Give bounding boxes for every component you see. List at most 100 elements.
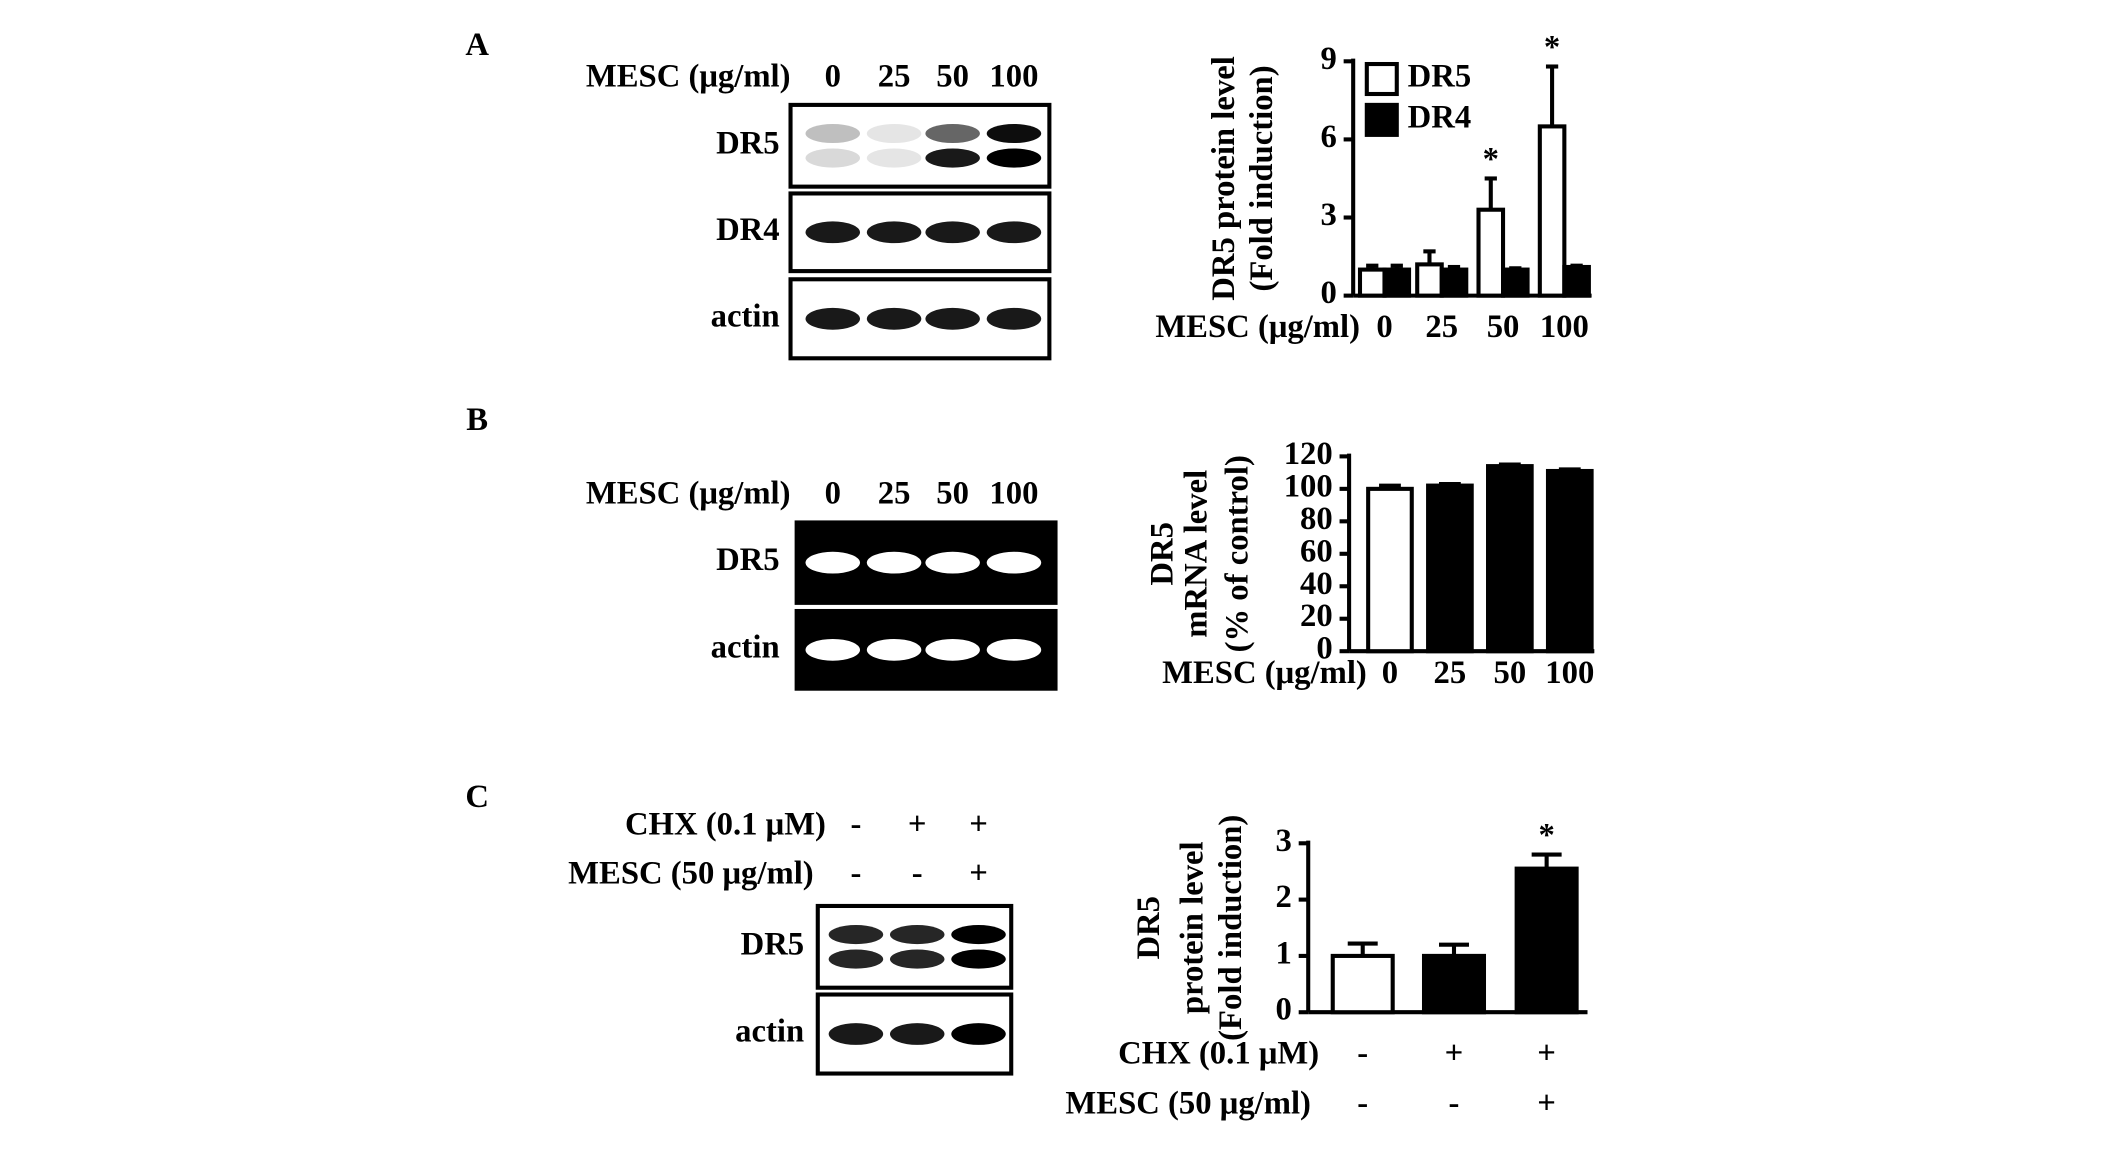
- band: [951, 1023, 1006, 1045]
- annotation: *: [1544, 30, 1560, 66]
- bar: [1382, 267, 1412, 298]
- y-axis-label: protein level: [1175, 841, 1211, 1014]
- x-axis-label: MESC (μg/ml): [1155, 309, 1360, 345]
- blot-header-label: MESC (μg/ml): [586, 475, 791, 511]
- legend-label: DR4: [1408, 99, 1472, 135]
- band: [828, 1023, 884, 1045]
- band: [986, 123, 1042, 144]
- band: [986, 638, 1042, 661]
- band: [951, 925, 1006, 945]
- category-row-label: MESC (50 μg/ml): [1065, 1086, 1311, 1122]
- lane-label: +: [908, 806, 927, 842]
- lane-label: -: [850, 855, 861, 891]
- y-axis-label: DR5: [1131, 896, 1167, 960]
- band: [805, 221, 861, 244]
- lane-label: +: [969, 855, 988, 891]
- band: [925, 221, 980, 244]
- bar: [1366, 486, 1414, 654]
- band: [925, 123, 980, 144]
- annotation: *: [1538, 818, 1554, 854]
- blot-header-label: CHX (0.1 μM): [625, 806, 826, 842]
- lane-label: 50: [936, 475, 969, 511]
- x-tick-label: 0: [1382, 655, 1398, 691]
- bar: [1330, 953, 1395, 1015]
- bar: [1415, 262, 1444, 298]
- legend-swatch: [1364, 61, 1399, 97]
- bar: [1357, 267, 1387, 298]
- band: [805, 148, 861, 168]
- blot-row-label: actin: [735, 1014, 804, 1050]
- band: [805, 551, 861, 574]
- blot-row-label: DR5: [741, 926, 805, 962]
- x-tick-label: +: [1537, 1035, 1556, 1071]
- blot-row-label: DR4: [716, 212, 780, 248]
- bar: [1439, 267, 1469, 298]
- y-tick-label: 20: [1300, 598, 1333, 634]
- x-tick-label: 100: [1540, 309, 1589, 345]
- y-tick-label: 40: [1300, 566, 1333, 602]
- blot-box: [788, 102, 1052, 189]
- legend-swatch: [1364, 102, 1399, 137]
- lane-label: 25: [878, 475, 911, 511]
- lane-label: 0: [825, 59, 841, 95]
- y-tick-label: 3: [1320, 197, 1336, 233]
- blot-row-label: DR5: [716, 125, 780, 161]
- band: [805, 307, 861, 330]
- band: [986, 221, 1042, 244]
- band: [925, 638, 980, 661]
- y-axis-label: (% of control): [1220, 455, 1256, 652]
- y-axis-label: DR5 protein level: [1206, 56, 1242, 301]
- y-axis-label: (Fold induction): [1244, 65, 1280, 291]
- annotation: *: [1483, 142, 1499, 178]
- y-tick-label: 60: [1300, 533, 1333, 569]
- x-tick-label: +: [1537, 1086, 1556, 1122]
- blot-row-label: actin: [711, 298, 780, 334]
- x-tick-label: 25: [1425, 309, 1458, 345]
- band: [986, 551, 1042, 574]
- x-tick-label: 50: [1494, 655, 1527, 691]
- y-tick-label: 0: [1320, 275, 1336, 311]
- x-tick-label: 0: [1376, 309, 1392, 345]
- blot-row-label: DR5: [716, 542, 780, 578]
- y-tick-label: 0: [1276, 992, 1292, 1028]
- lane-label: +: [969, 806, 988, 842]
- panel-label: B: [466, 402, 488, 438]
- x-tick-label: -: [1449, 1086, 1460, 1122]
- band: [986, 307, 1042, 330]
- band: [805, 638, 861, 661]
- band: [925, 148, 980, 168]
- y-axis-label: DR5: [1145, 522, 1181, 586]
- band: [889, 1023, 945, 1045]
- band: [866, 148, 922, 168]
- lane-label: 50: [936, 59, 969, 95]
- band: [866, 307, 922, 330]
- lane-label: 0: [825, 475, 841, 511]
- band: [866, 638, 922, 661]
- blot-row-label: actin: [711, 629, 780, 665]
- blot-header-label: MESC (μg/ml): [586, 59, 791, 95]
- lane-label: 100: [989, 475, 1038, 511]
- y-tick-label: 0: [1316, 631, 1332, 667]
- panel-label: C: [465, 779, 489, 815]
- x-tick-label: +: [1445, 1035, 1464, 1071]
- y-axis-label: (Fold induction): [1213, 815, 1249, 1041]
- bar: [1562, 264, 1591, 298]
- y-tick-label: 80: [1300, 501, 1333, 537]
- band: [866, 123, 922, 144]
- lane-label: -: [850, 806, 861, 842]
- x-axis-label: MESC (μg/ml): [1162, 655, 1367, 691]
- lane-label: 100: [989, 59, 1038, 95]
- band: [828, 925, 884, 945]
- x-tick-label: 100: [1545, 655, 1594, 691]
- category-row-label: CHX (0.1 μM): [1118, 1035, 1319, 1071]
- lane-label: 25: [878, 59, 911, 95]
- band: [866, 551, 922, 574]
- band: [986, 148, 1042, 168]
- bar: [1426, 483, 1474, 654]
- x-tick-label: 50: [1487, 309, 1520, 345]
- x-tick-label: -: [1357, 1086, 1368, 1122]
- blot-box: [815, 903, 1014, 990]
- panel-label: A: [465, 27, 489, 63]
